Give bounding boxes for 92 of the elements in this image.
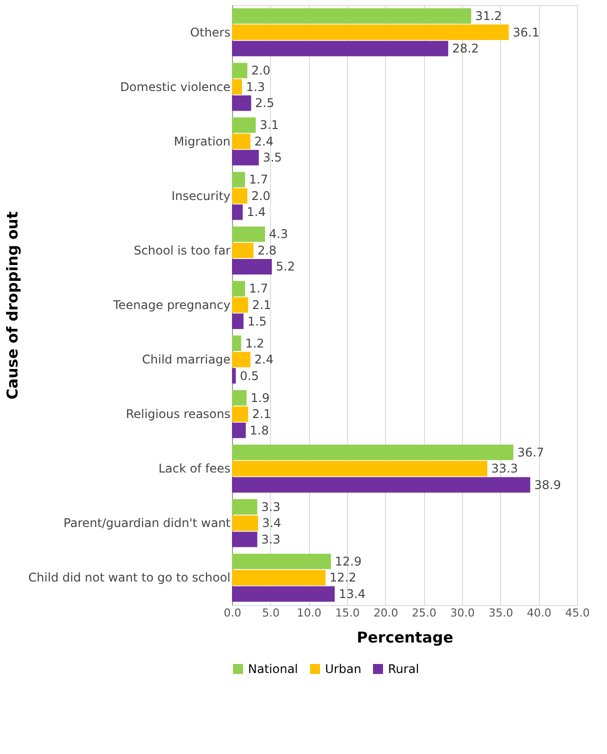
- bar: [232, 570, 326, 586]
- bar: [232, 24, 509, 40]
- bar: [232, 499, 258, 515]
- data-label: 1.3: [246, 80, 266, 94]
- bar: [232, 368, 236, 384]
- data-label: 2.1: [252, 298, 272, 312]
- data-label: 1.4: [246, 205, 266, 220]
- x-tick-label: 5.0: [262, 606, 280, 620]
- x-tick-label: 30.0: [450, 606, 475, 620]
- x-tick-label: 15.0: [335, 606, 360, 620]
- data-label: 1.7: [249, 172, 268, 187]
- data-label: 36.7: [517, 445, 544, 460]
- data-label: 2.1: [252, 407, 272, 422]
- data-label: 1.8: [250, 423, 269, 438]
- data-label: 2.0: [251, 64, 270, 78]
- x-tick-label: 35.0: [488, 606, 514, 620]
- x-tick-label: 20.0: [374, 606, 398, 620]
- bar: [232, 258, 272, 274]
- bar: [232, 226, 265, 242]
- y-tick-label: School is too far: [134, 243, 231, 258]
- y-tick-label: Child did not want to go to school: [28, 570, 230, 585]
- y-tick-label: Domestic violence: [120, 80, 230, 94]
- data-label: 3.4: [262, 516, 282, 530]
- data-label: 38.9: [534, 478, 561, 492]
- bar: [232, 477, 530, 493]
- bar: [232, 460, 488, 476]
- x-tick-label: 10.0: [296, 606, 322, 620]
- data-label: 36.1: [512, 25, 540, 40]
- data-label: 5.2: [276, 260, 295, 274]
- bar: [232, 204, 243, 220]
- legend-label: Urban: [325, 662, 362, 676]
- y-tick-label: Parent/guardian didn't want: [64, 516, 231, 530]
- data-label: 1.2: [245, 336, 264, 350]
- data-label: 1.5: [248, 314, 267, 328]
- legend-label: Rural: [388, 662, 420, 676]
- y-tick-label: Lack of fees: [158, 462, 230, 476]
- legend-label: National: [248, 662, 298, 676]
- data-label: 28.2: [452, 42, 479, 56]
- bar: [232, 314, 244, 329]
- data-label: 2.5: [255, 96, 274, 110]
- bar: [232, 150, 259, 166]
- x-tick-label: 25.0: [412, 606, 436, 620]
- data-label: 3.3: [261, 500, 280, 514]
- bar: [232, 62, 248, 78]
- bar: [232, 422, 246, 438]
- data-label: 1.7: [249, 282, 268, 296]
- bar: [232, 406, 248, 422]
- bar: [232, 554, 331, 570]
- y-tick-label: Teenage pregnancy: [112, 298, 230, 312]
- bar: [232, 117, 256, 133]
- data-label: 3.5: [262, 150, 282, 165]
- y-tick-label: Migration: [174, 134, 230, 148]
- bar: [232, 188, 248, 204]
- bar: [232, 242, 254, 258]
- data-label: 12.9: [334, 554, 362, 568]
- bar: [232, 297, 248, 313]
- x-tick-label: 45.0: [565, 606, 590, 620]
- data-label: 31.2: [475, 9, 502, 23]
- data-label: 1.9: [250, 390, 270, 405]
- bar: [232, 532, 258, 548]
- data-label: 33.3: [491, 462, 518, 476]
- x-tick-label: 0.0: [224, 606, 242, 620]
- bar: [232, 134, 250, 150]
- data-label: 2.4: [254, 134, 274, 148]
- bar: [232, 40, 448, 56]
- y-axis-title: Cause of dropping out: [4, 211, 22, 400]
- bar: [232, 444, 514, 460]
- bar: [232, 390, 247, 406]
- x-axis-title: Percentage: [356, 628, 454, 646]
- data-label: 2.4: [254, 352, 274, 367]
- bar: [232, 172, 246, 188]
- y-tick-label: Others: [190, 25, 230, 40]
- data-label: 2.0: [251, 188, 270, 203]
- data-label: 12.2: [330, 570, 356, 585]
- y-tick-label: Religious reasons: [126, 407, 230, 422]
- bar: [232, 281, 246, 296]
- bar: [232, 8, 472, 24]
- data-label: 13.4: [338, 587, 366, 601]
- x-tick-label: 40.0: [526, 606, 552, 620]
- y-tick-label: Insecurity: [171, 188, 230, 203]
- data-label: 4.3: [268, 227, 288, 242]
- data-label: 2.8: [257, 243, 277, 258]
- bar: [232, 586, 335, 602]
- data-label: 0.5: [240, 368, 259, 383]
- bar: [232, 352, 250, 368]
- bar: [232, 95, 252, 111]
- data-label: 3.3: [261, 532, 280, 546]
- bar: [232, 336, 242, 352]
- bar: [232, 515, 258, 531]
- y-tick-label: Child marriage: [142, 352, 230, 367]
- bar: [232, 79, 242, 95]
- data-label: 3.1: [260, 118, 279, 132]
